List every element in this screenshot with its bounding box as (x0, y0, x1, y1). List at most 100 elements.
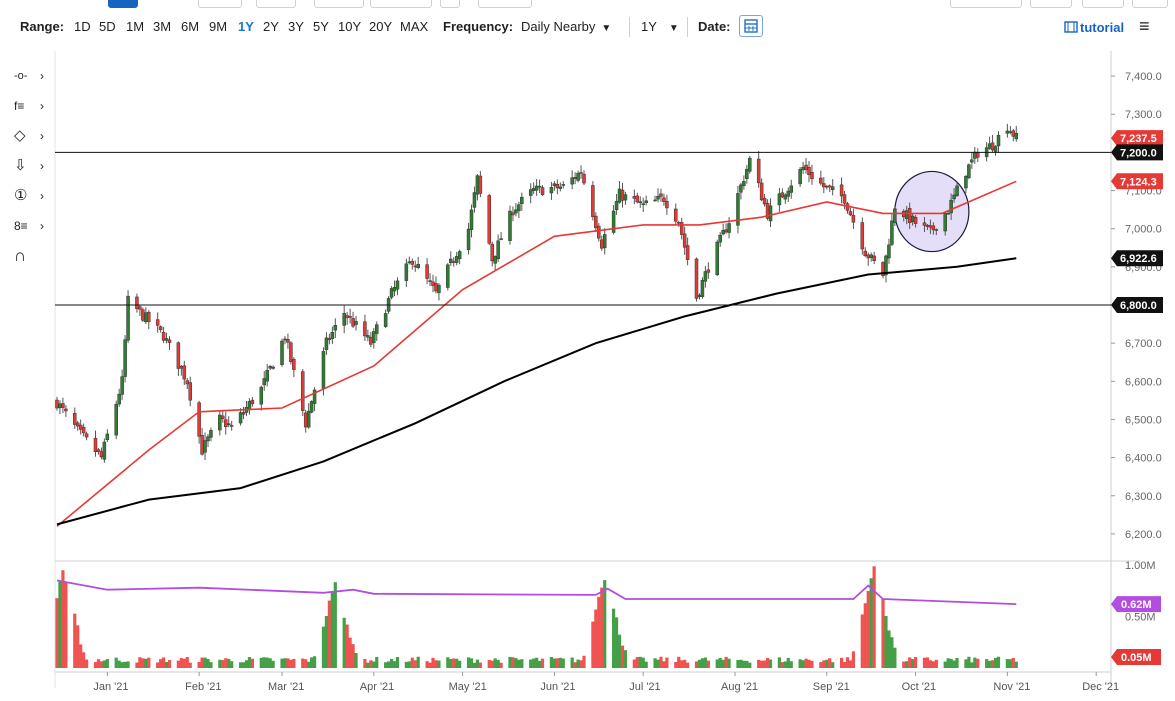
candle-body (499, 238, 503, 240)
candle-body (822, 183, 826, 188)
volume-bar (407, 661, 411, 668)
x-tick-label: Feb '21 (185, 681, 221, 693)
top-strip-button[interactable] (370, 0, 432, 8)
volume-bar (82, 652, 86, 668)
volume-bar (632, 659, 636, 668)
period-select[interactable]: 1Y ▼ (641, 19, 679, 34)
volume-bar (638, 656, 642, 668)
volume-badge-label: 0.62M (1121, 599, 1152, 611)
candle-body (851, 215, 856, 223)
top-strip-active-button[interactable] (108, 0, 138, 8)
range-5d[interactable]: 5D (99, 19, 116, 34)
candle-body (454, 256, 459, 263)
calendar-button[interactable] (739, 15, 763, 37)
volume-badge-label: 0.05M (1121, 652, 1152, 664)
tool-measure[interactable]: 8≡ › (10, 216, 54, 238)
range-6m[interactable]: 6M (181, 19, 200, 34)
volume-bar (727, 658, 731, 668)
chevron-down-icon: ▼ (668, 23, 679, 34)
volume-bar (206, 659, 210, 668)
volume-bar (535, 657, 539, 668)
y-tick-label: 6,200.0 (1125, 529, 1162, 541)
hamburger-menu-icon[interactable]: ≡ (1139, 16, 1150, 36)
volume-bar (425, 661, 429, 668)
range-10y[interactable]: 10Y (338, 19, 362, 34)
top-strip-button[interactable] (256, 0, 296, 8)
volume-bar (508, 656, 512, 668)
tool-fibonacci[interactable]: f≡ › (10, 96, 54, 118)
range-9m[interactable]: 9M (209, 19, 228, 34)
top-strip-button[interactable] (478, 0, 532, 8)
top-strip-button[interactable] (198, 0, 242, 8)
frequency-value: Daily Nearby (521, 19, 596, 34)
candle-body (428, 280, 432, 282)
top-strip-button[interactable] (1030, 0, 1072, 8)
volume-bar (887, 630, 891, 668)
range-20y[interactable]: 20Y (369, 19, 393, 34)
film-icon (1064, 21, 1078, 33)
top-strip-button[interactable] (440, 0, 460, 8)
top-strip-button[interactable] (1082, 0, 1124, 8)
annotation-number-icon: ① (14, 187, 28, 204)
top-strip-button[interactable] (314, 0, 364, 8)
tool-crosshair-line[interactable]: -o- › (10, 66, 54, 88)
candle-body (324, 337, 329, 351)
candle-body (135, 296, 139, 310)
candle-body (514, 209, 518, 214)
volume-bar (517, 659, 521, 668)
tool-arrow[interactable]: ⇩ › (10, 156, 54, 178)
volume-bar (582, 655, 586, 668)
candle-body (644, 200, 648, 204)
range-1m[interactable]: 1M (126, 19, 145, 34)
volume-bar (976, 658, 980, 668)
volume-bar (197, 662, 201, 668)
volume-bar (141, 658, 145, 668)
volume-bar (416, 656, 420, 668)
volume-bar (259, 657, 263, 668)
volume-bar (967, 656, 971, 668)
range-3m[interactable]: 3M (153, 19, 172, 34)
volume-bar (573, 662, 577, 668)
volume-bar (742, 660, 746, 668)
volume-bar (748, 662, 752, 668)
candle-body (58, 403, 62, 409)
candle-body (976, 152, 980, 158)
range-2y[interactable]: 2Y (263, 19, 279, 34)
volume-bar (949, 658, 953, 668)
volume-bar (934, 659, 938, 668)
volume-bar (61, 570, 65, 668)
volume-bar (561, 658, 565, 668)
y-tick-label: 6,600.0 (1125, 376, 1162, 388)
volume-bar (884, 615, 888, 668)
candle-body (158, 326, 163, 330)
candle-body (262, 378, 266, 386)
shape-tool-icon: ◇ (14, 127, 26, 144)
tutorial-link[interactable]: tutorial (1064, 20, 1124, 35)
price-badge-last-label: 7,237.5 (1120, 133, 1157, 145)
tool-magnet[interactable]: ∩ (10, 246, 54, 268)
volume-bar (683, 659, 687, 668)
top-strip-button[interactable] (950, 0, 1022, 8)
range-max[interactable]: MAX (400, 19, 429, 34)
top-strip-button[interactable] (1132, 0, 1168, 8)
candle-body (537, 185, 542, 188)
frequency-select[interactable]: Daily Nearby ▼ (521, 19, 611, 34)
candle-body (271, 366, 275, 369)
volume-bar (697, 659, 702, 668)
volume-bar (620, 645, 625, 668)
volume-bar (85, 659, 89, 668)
range-5y[interactable]: 5Y (313, 19, 329, 34)
volume-bar (182, 658, 186, 668)
volume-bar (120, 662, 124, 668)
volume-bar (250, 658, 255, 668)
range-1y[interactable]: 1Y (238, 19, 254, 34)
tool-shapes[interactable]: ◇ › (10, 126, 54, 148)
tool-annotation[interactable]: ① › (10, 186, 54, 208)
candle-body (946, 212, 950, 215)
candle-body (472, 192, 477, 208)
candle-body (777, 193, 782, 206)
volume-bar (161, 657, 166, 668)
range-1d[interactable]: 1D (74, 19, 91, 34)
range-3y[interactable]: 3Y (288, 19, 304, 34)
